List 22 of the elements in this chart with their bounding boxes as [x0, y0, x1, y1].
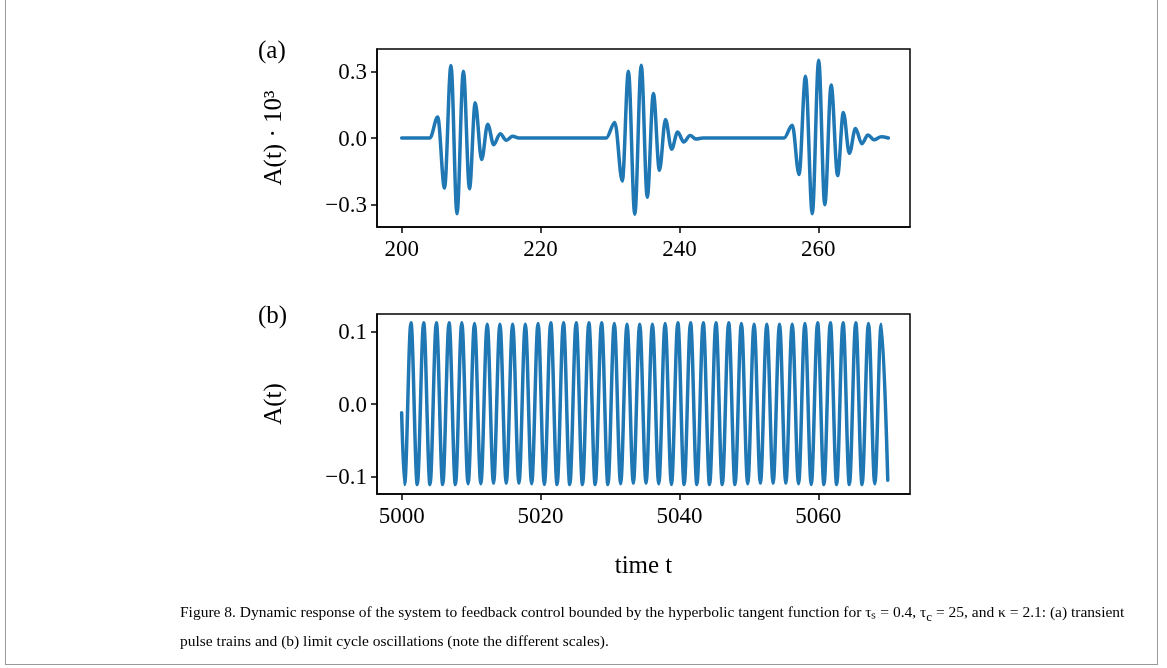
x-tick-label: 240 — [662, 236, 697, 261]
y-tick-label: −0.1 — [325, 464, 367, 490]
x-tick-label: 5040 — [656, 503, 703, 528]
x-tick-label: 5020 — [517, 503, 564, 528]
x-tick-label: 200 — [384, 236, 419, 261]
text: (a) — [258, 36, 286, 64]
line-series — [399, 320, 890, 487]
y-tick-label: 0.0 — [338, 391, 367, 417]
y-tick-label: −0.3 — [325, 192, 367, 218]
x-axis-title: time t — [614, 551, 673, 578]
x-tick-label: 5060 — [795, 503, 842, 528]
x-tick-label: 260 — [801, 236, 836, 261]
y-tick-label: 0.1 — [338, 318, 367, 344]
y-axis-title: A(t) · 10³ — [259, 90, 287, 186]
y-tick-label: 0.0 — [338, 125, 367, 151]
text: (b) — [258, 301, 288, 329]
x-tick-label: 5000 — [378, 503, 425, 528]
x-tick-label: 220 — [523, 236, 558, 261]
text: Figure 8. Dynamic response of the system to feedback control bounded by the hyperbolic tangent function for τₛ = 0.4, τ$_{c}$ = 25, and κ = 2.1: (a) transient pulse trains and (b) limit cycle oscillations (note the different scales). — [180, 603, 1125, 650]
line-series — [399, 58, 891, 217]
y-tick-label: 0.3 — [338, 58, 367, 84]
y-axis-title: A(t) — [259, 383, 287, 425]
